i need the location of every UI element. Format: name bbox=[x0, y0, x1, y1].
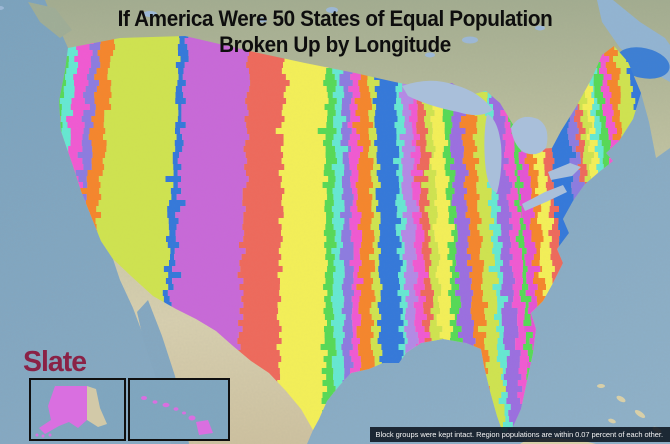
hawaii-inset bbox=[128, 378, 230, 441]
lake-huron bbox=[511, 116, 548, 155]
lake-ontario bbox=[548, 163, 581, 180]
aleutian-islands bbox=[35, 433, 52, 438]
map-title-line2: Broken Up by Longitude bbox=[219, 32, 451, 57]
footnote-caption: Block groups were kept intact. Region po… bbox=[369, 427, 670, 442]
lake-erie bbox=[522, 185, 567, 211]
alaska-uncolored-panhandle bbox=[87, 386, 107, 427]
lake-superior bbox=[402, 80, 493, 116]
map-title-line1: If America Were 50 States of Equal Popul… bbox=[117, 6, 553, 31]
slate-logo: Slate bbox=[23, 346, 87, 378]
alaska-inset bbox=[29, 378, 126, 441]
great-lakes bbox=[402, 80, 581, 211]
hawaiian-islands bbox=[141, 396, 213, 435]
lake-michigan bbox=[484, 114, 502, 193]
alaska-shape bbox=[39, 386, 87, 434]
